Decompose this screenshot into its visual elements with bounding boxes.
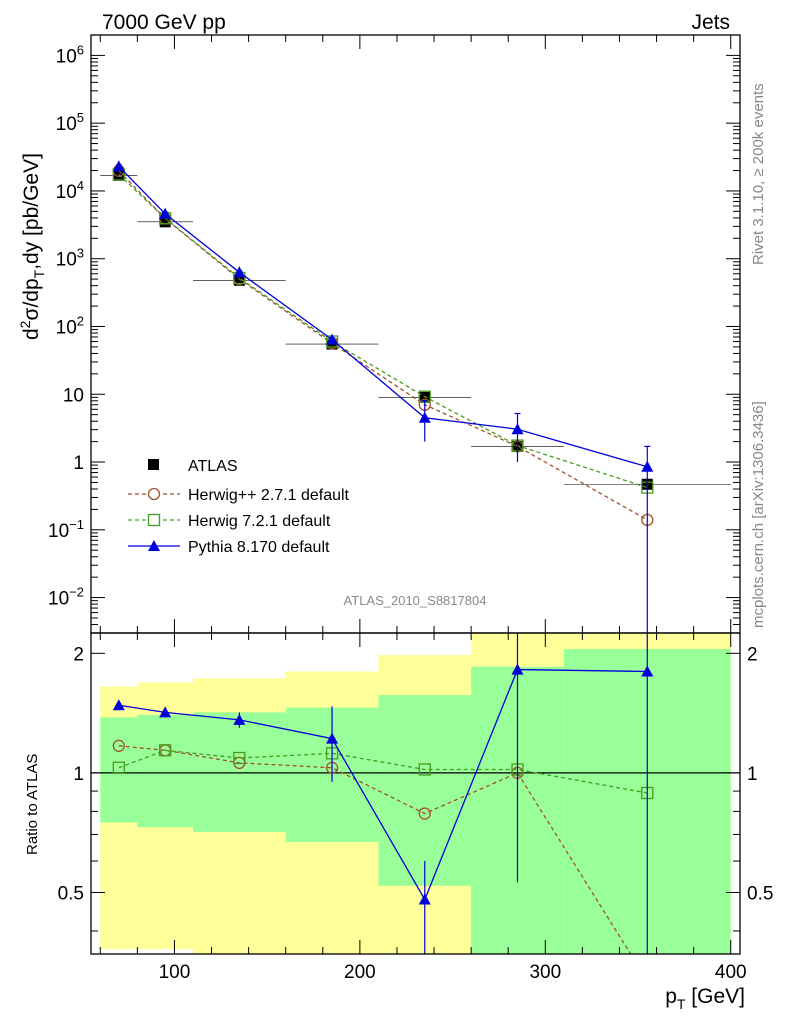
- axes-ticks: 10−2 10−1 1 10 102 103 104 105 106 100 200 300 400 0.…: [48, 34, 773, 983]
- ratio-point-pythia-8-170-default: [641, 665, 654, 677]
- main-y-tick-label: 10−1: [48, 517, 84, 542]
- mcplots-label: mcplots.cern.ch [arXiv:1306.3436]: [750, 401, 767, 628]
- data-point-pythia-8-170-default: [326, 333, 339, 345]
- stat-uncertainty-band: [137, 714, 193, 828]
- svg-text:d2σ/dpT,dy [pb/GeV]: d2σ/dpT,dy [pb/GeV]: [17, 153, 47, 340]
- data-point-pythia-8-170-default: [112, 160, 125, 172]
- ratio-y-tick-label: 2: [73, 644, 84, 665]
- ratio-y-tick-label-right: 2: [747, 644, 758, 665]
- x-tick-label: 300: [529, 962, 561, 983]
- legend: ATLAS Herwig++ 2.7.1 default Herwig 7.2.…: [128, 458, 350, 556]
- main-y-tick-label: 106: [56, 42, 84, 67]
- ratio-point-herwig-7-2-1-default: [159, 744, 172, 757]
- svg-text:pT [GeV]: pT [GeV]: [665, 985, 745, 1012]
- ratio-point-pythia-8-170-default: [511, 663, 524, 675]
- ratio-point-pythia-8-170-default: [326, 732, 339, 744]
- header-right: Jets: [691, 11, 730, 34]
- legend-entry-pythia: Pythia 8.170 default: [128, 539, 330, 556]
- stat-uncertainty-band: [192, 712, 286, 832]
- ratio-uncertainty-bands: [100, 633, 731, 954]
- analysis-label: ATLAS_2010_S8817804: [344, 593, 487, 608]
- legend-entry-herwig7: Herwig 7.2.1 default: [128, 513, 331, 530]
- main-y-tick-label: 105: [56, 110, 84, 135]
- ratio-y-tick-label: 0.5: [58, 883, 84, 904]
- data-point-atlas: [159, 216, 171, 228]
- data-point-pythia-8-170-default: [641, 460, 654, 472]
- ratio-point-herwig-2-7-1-default: [112, 739, 125, 752]
- x-tick-label: 400: [715, 962, 747, 983]
- ratio-series-pythia-8-170-default: [112, 633, 654, 954]
- data-point-pythia-8-170-default: [418, 411, 431, 423]
- ratio-point-pythia-8-170-default: [233, 713, 246, 725]
- main-y-axis-label: d2σ/dpT,dy [pb/GeV]: [17, 153, 47, 340]
- x-axis-label: pT [GeV]: [665, 985, 745, 1012]
- data-point-pythia-8-170-default: [159, 207, 172, 219]
- x-tick-label: 100: [159, 962, 191, 983]
- ratio-y-tick-label-right: 1: [747, 764, 758, 785]
- main-y-tick-label: 1: [73, 453, 84, 474]
- ratio-y-axis-label: Ratio to ATLAS: [24, 754, 41, 855]
- ratio-line-herwig-7-2-1-default: [118, 749, 648, 794]
- legend-label-herwig7: Herwig 7.2.1 default: [188, 513, 331, 530]
- data-point-pythia-8-170-default: [233, 266, 246, 278]
- legend-entry-herwigpp: Herwig++ 2.7.1 default: [128, 487, 350, 504]
- ratio-point-pythia-8-170-default: [418, 893, 431, 905]
- ratio-point-pythia-8-170-default: [112, 699, 125, 711]
- legend-label-herwigpp: Herwig++ 2.7.1 default: [188, 487, 350, 504]
- main-y-tick-label: 102: [56, 313, 84, 338]
- ratio-y-tick-label: 1: [73, 764, 84, 785]
- ratio-panel-frame: [90, 632, 741, 955]
- ratio-point-herwig-2-7-1-default: [418, 807, 431, 820]
- ratio-point-pythia-8-170-default: [159, 706, 172, 718]
- x-tick-label: 200: [344, 962, 376, 983]
- data-point-pythia-8-170-default: [511, 423, 524, 435]
- data-point-atlas: [233, 274, 245, 286]
- header-left: 7000 GeV pp: [102, 11, 226, 34]
- main-y-tick-label: 10: [63, 385, 84, 406]
- main-y-tick-label: 104: [56, 178, 84, 203]
- main-y-tick-label: 10−2: [48, 585, 84, 610]
- series-line-pythia-8-170-default: [118, 165, 648, 468]
- ratio-point-herwig-7-2-1-default: [418, 763, 431, 776]
- legend-entry-atlas: ATLAS: [148, 458, 238, 475]
- ratio-y-tick-label-right: 0.5: [747, 883, 773, 904]
- ratio-point-herwig-7-2-1-default: [112, 761, 125, 774]
- stat-uncertainty-band: [378, 695, 472, 886]
- legend-label-atlas: ATLAS: [188, 458, 238, 475]
- ratio-panel: [91, 633, 740, 954]
- stat-uncertainty-band: [100, 717, 138, 823]
- series-line-herwig-7-2-1-default: [118, 173, 648, 489]
- main-y-tick-label: 103: [56, 246, 84, 271]
- legend-label-pythia: Pythia 8.170 default: [188, 539, 330, 556]
- main-panel: [100, 160, 731, 633]
- ratio-point-herwig-7-2-1-default: [233, 751, 246, 765]
- rivet-label: Rivet 3.1.10, ≥ 200k events: [750, 83, 767, 265]
